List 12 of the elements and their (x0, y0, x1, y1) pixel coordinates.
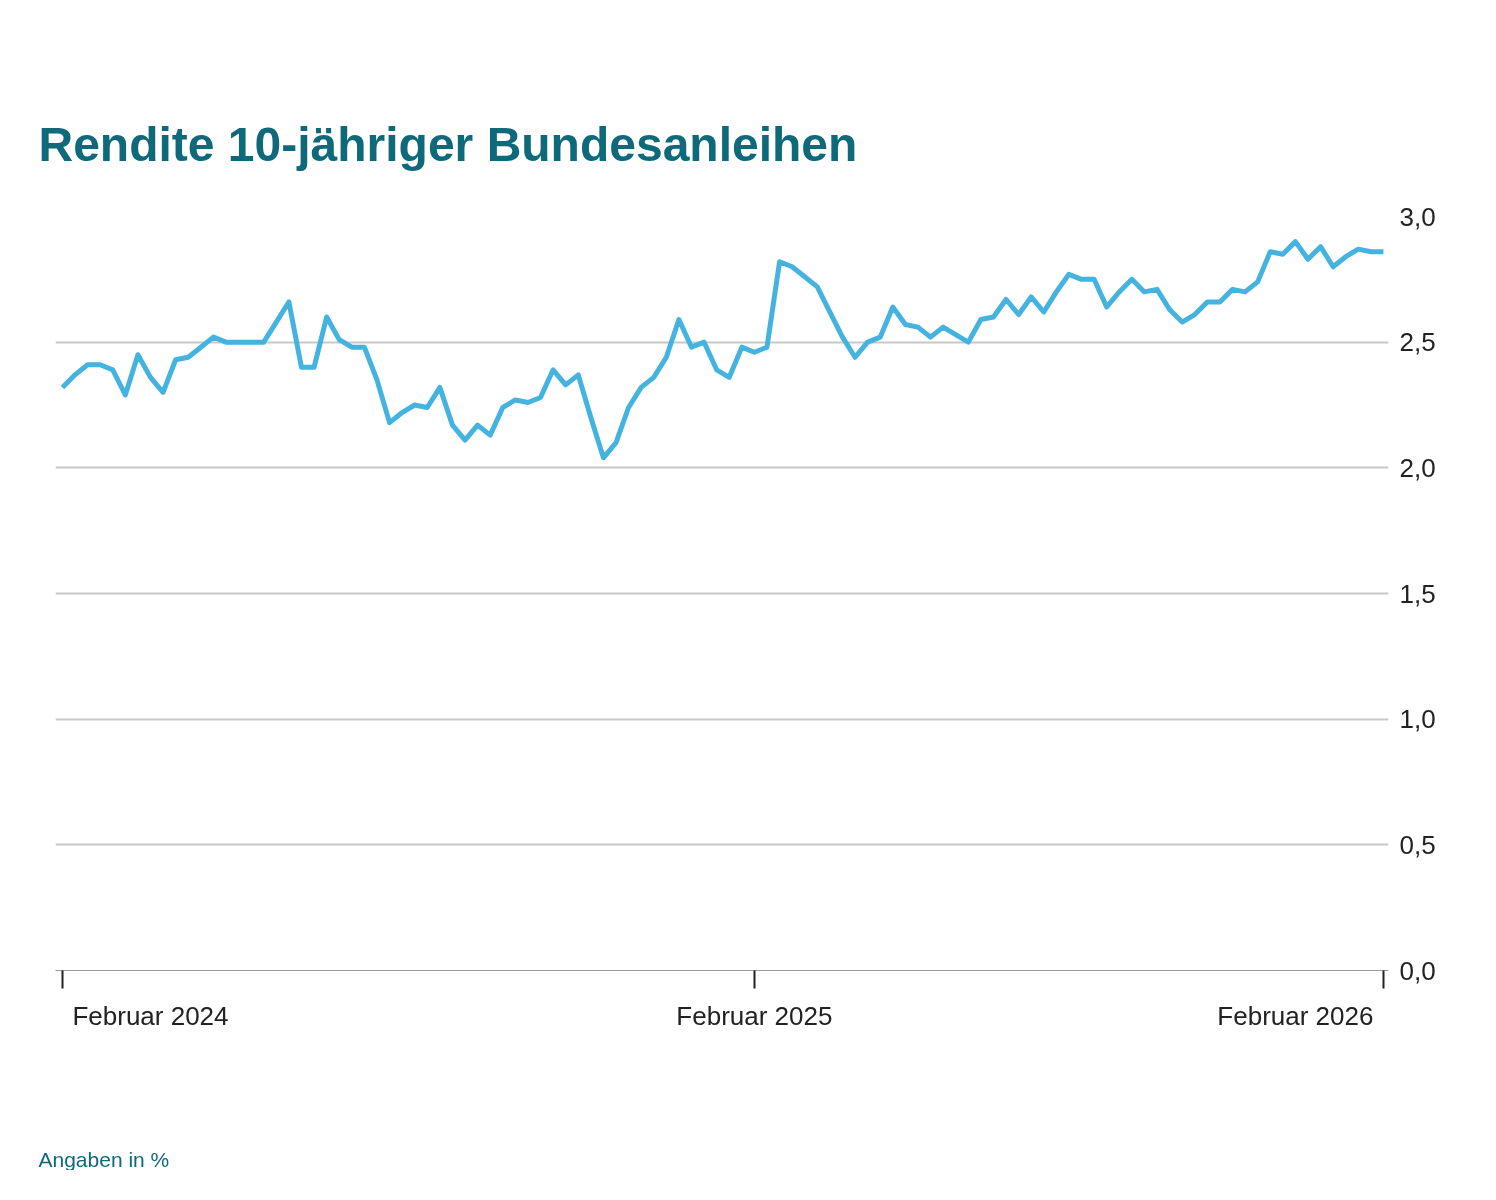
x-tick-label: Februar 2025 (676, 1000, 833, 1031)
y-tick-label: 1,5 (1399, 578, 1436, 609)
y-tick-label: 0,0 (1399, 955, 1436, 986)
chart-title: Rendite 10-jähriger Bundesanleihen (38, 117, 858, 171)
y-tick-label: 2,5 (1399, 327, 1436, 358)
x-tick-label: Februar 2024 (72, 1000, 229, 1031)
y-tick-label: 2,0 (1399, 452, 1436, 483)
y-tick-label: 1,0 (1399, 704, 1436, 735)
y-tick-label: 0,5 (1399, 829, 1436, 860)
y-tick-label: 3,0 (1399, 201, 1436, 232)
x-tick-label: Februar 2026 (1217, 1000, 1374, 1031)
text: Angaben in % (38, 1147, 170, 1171)
